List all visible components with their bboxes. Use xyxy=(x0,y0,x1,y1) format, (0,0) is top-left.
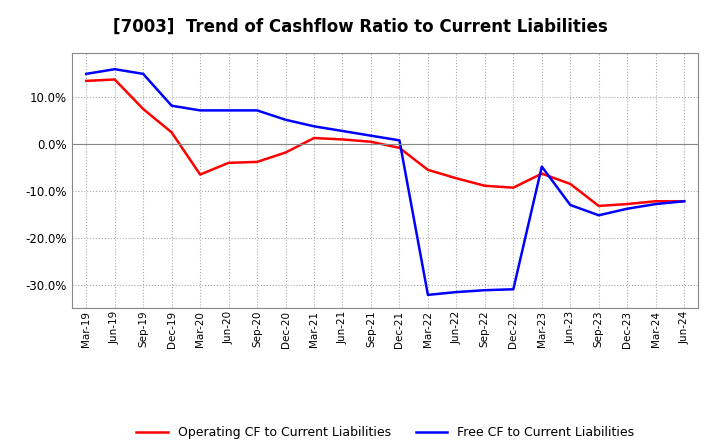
Free CF to Current Liabilities xyxy=(310,124,318,129)
Free CF to Current Liabilities xyxy=(452,290,461,295)
Operating CF to Current Liabilities xyxy=(282,150,290,155)
Operating CF to Current Liabilities xyxy=(395,145,404,150)
Operating CF to Current Liabilities xyxy=(623,202,631,207)
Legend: Operating CF to Current Liabilities, Free CF to Current Liabilities: Operating CF to Current Liabilities, Fre… xyxy=(131,422,639,440)
Free CF to Current Liabilities xyxy=(395,138,404,143)
Operating CF to Current Liabilities xyxy=(139,106,148,112)
Free CF to Current Liabilities xyxy=(566,202,575,208)
Operating CF to Current Liabilities xyxy=(110,77,119,82)
Operating CF to Current Liabilities xyxy=(537,171,546,176)
Free CF to Current Liabilities xyxy=(480,288,489,293)
Line: Operating CF to Current Liabilities: Operating CF to Current Liabilities xyxy=(86,80,684,206)
Operating CF to Current Liabilities xyxy=(196,172,204,177)
Operating CF to Current Liabilities xyxy=(595,203,603,209)
Operating CF to Current Liabilities xyxy=(452,176,461,181)
Free CF to Current Liabilities xyxy=(366,133,375,138)
Free CF to Current Liabilities xyxy=(82,71,91,77)
Free CF to Current Liabilities xyxy=(623,206,631,211)
Operating CF to Current Liabilities xyxy=(338,137,347,142)
Free CF to Current Liabilities xyxy=(196,108,204,113)
Free CF to Current Liabilities xyxy=(423,292,432,297)
Free CF to Current Liabilities xyxy=(139,71,148,77)
Text: [7003]  Trend of Cashflow Ratio to Current Liabilities: [7003] Trend of Cashflow Ratio to Curren… xyxy=(112,18,608,36)
Operating CF to Current Liabilities xyxy=(366,139,375,144)
Operating CF to Current Liabilities xyxy=(167,130,176,135)
Operating CF to Current Liabilities xyxy=(423,167,432,172)
Free CF to Current Liabilities xyxy=(537,164,546,169)
Free CF to Current Liabilities xyxy=(225,108,233,113)
Operating CF to Current Liabilities xyxy=(225,160,233,165)
Free CF to Current Liabilities xyxy=(680,198,688,204)
Free CF to Current Liabilities xyxy=(110,66,119,72)
Free CF to Current Liabilities xyxy=(652,202,660,207)
Operating CF to Current Liabilities xyxy=(652,198,660,204)
Free CF to Current Liabilities xyxy=(282,117,290,122)
Operating CF to Current Liabilities xyxy=(509,185,518,190)
Operating CF to Current Liabilities xyxy=(566,181,575,187)
Operating CF to Current Liabilities xyxy=(82,78,91,84)
Operating CF to Current Liabilities xyxy=(310,136,318,141)
Free CF to Current Liabilities xyxy=(253,108,261,113)
Operating CF to Current Liabilities xyxy=(253,159,261,165)
Free CF to Current Liabilities xyxy=(595,213,603,218)
Free CF to Current Liabilities xyxy=(167,103,176,108)
Operating CF to Current Liabilities xyxy=(480,183,489,188)
Free CF to Current Liabilities xyxy=(338,128,347,134)
Free CF to Current Liabilities xyxy=(509,286,518,292)
Line: Free CF to Current Liabilities: Free CF to Current Liabilities xyxy=(86,69,684,295)
Operating CF to Current Liabilities xyxy=(680,198,688,204)
